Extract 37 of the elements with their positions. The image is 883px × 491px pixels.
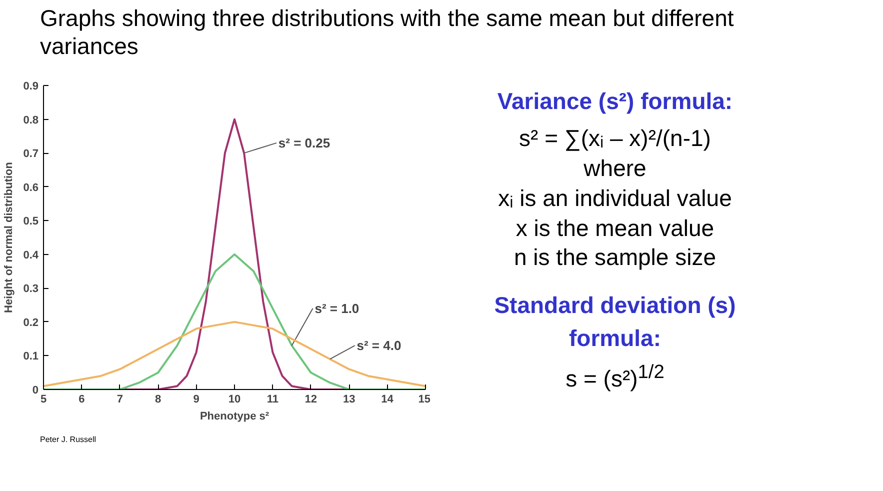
line-series	[44, 320, 426, 388]
text: Standard deviation (s) formula:	[493, 291, 737, 354]
series-label: s² = 4.0	[356, 338, 402, 354]
x-axis-title: Phenotype s²	[200, 410, 270, 422]
x-tick-label: 15	[418, 394, 431, 406]
x-tick-label: 6	[78, 394, 85, 406]
y-tick-label: 0.4	[23, 249, 40, 262]
text: Peter J. Russell	[40, 434, 96, 446]
text: Variance (s²) formula:	[496, 87, 734, 116]
y-tick-label: 0.2	[23, 316, 39, 329]
y-tick-label: 0.3	[23, 283, 39, 296]
x-tick-label: 12	[304, 394, 318, 406]
y-tick-label: 0.5	[23, 216, 39, 228]
y-tick-label: 0.9	[23, 80, 39, 92]
x-tick-label: 14	[381, 394, 394, 406]
x-tick-label: 11	[266, 394, 279, 406]
text: s² = ∑(xᵢ – x)²/(n-1)	[518, 124, 712, 153]
x-tick-label: 8	[155, 394, 162, 406]
y-axis-title: Height of normal distribution	[3, 162, 16, 313]
chart-title: Graphs showing three distributions with the same mean but different variances	[40, 5, 735, 60]
y-tick-label: 0.1	[23, 350, 39, 363]
y-tick-label: 0.6	[23, 182, 39, 194]
text: n is the sample size	[513, 243, 717, 272]
text: s = (s²)$^{1/2}$	[564, 360, 666, 394]
y-tick-label: 0.8	[23, 114, 39, 126]
x-tick-label: 5	[40, 394, 47, 406]
x-tick-label: 9	[193, 394, 200, 406]
text: xᵢ is an individual value	[497, 184, 733, 213]
x-tick-label: 13	[342, 394, 356, 406]
y-tick-label: 0.7	[23, 148, 39, 160]
x-tick-label: 10	[228, 394, 241, 406]
text: x is the mean value	[514, 214, 716, 243]
x-tick-label: 7	[116, 394, 123, 406]
text: s² = 0.25	[278, 135, 330, 150]
text: where	[582, 154, 648, 183]
y-tick-label: 0	[32, 384, 39, 396]
text: s² = 1.0	[314, 300, 360, 316]
